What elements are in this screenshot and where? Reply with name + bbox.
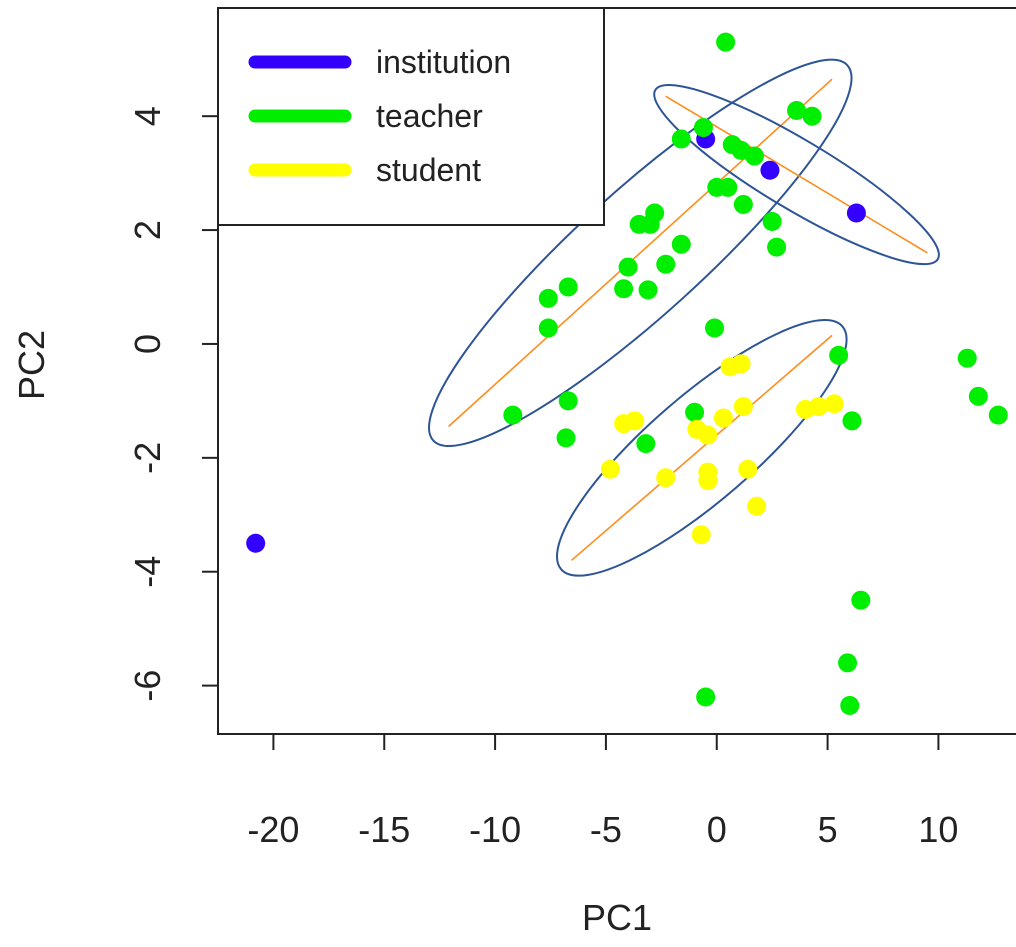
teacher-point: [851, 590, 871, 610]
y-tick-label: 0: [127, 334, 168, 354]
x-tick-label: 10: [918, 809, 958, 850]
teacher-point: [829, 345, 849, 365]
teacher-point: [538, 318, 558, 338]
institution-point: [760, 160, 780, 180]
ellipse-major-axis-1: [447, 78, 833, 428]
legend-label-institution: institution: [376, 44, 511, 80]
y-axis-title: PC2: [11, 330, 52, 400]
student-point: [600, 459, 620, 479]
student-point: [824, 394, 844, 414]
x-tick-label: -15: [358, 809, 410, 850]
teacher-point: [744, 146, 764, 166]
y-tick-label: -4: [127, 556, 168, 588]
teacher-point: [767, 237, 787, 257]
teacher-point: [762, 212, 782, 232]
x-tick-label: 0: [707, 809, 727, 850]
teacher-point: [705, 318, 725, 338]
teacher-point: [988, 405, 1008, 425]
confidence-ellipse-2: [653, 84, 940, 266]
legend-label-student: student: [376, 152, 481, 188]
teacher-point: [558, 391, 578, 411]
ellipse-major-axis-3: [571, 334, 833, 561]
student-point: [747, 496, 767, 516]
teacher-point: [968, 386, 988, 406]
teacher-point: [802, 106, 822, 126]
confidence-ellipse-3: [556, 319, 848, 577]
y-tick-label: 4: [127, 106, 168, 126]
plot-border: [217, 7, 1016, 735]
x-tick-label: -20: [247, 809, 299, 850]
teacher-point: [614, 279, 634, 299]
x-tick-label: 5: [818, 809, 838, 850]
student-point: [625, 411, 645, 431]
teacher-point: [787, 100, 807, 120]
teacher-point: [618, 257, 638, 277]
teacher-point: [840, 696, 860, 716]
y-tick-label: 2: [127, 220, 168, 240]
teacher-point: [638, 280, 658, 300]
y-tick-label: -2: [127, 442, 168, 474]
student-point: [809, 397, 829, 417]
teacher-point: [838, 653, 858, 673]
institution-point: [246, 533, 266, 553]
student-point: [731, 354, 751, 374]
teacher-point: [671, 129, 691, 149]
y-tick-label: -6: [127, 670, 168, 702]
student-point: [738, 459, 758, 479]
teacher-point: [636, 434, 656, 454]
teacher-point: [640, 214, 660, 234]
student-point: [698, 425, 718, 445]
teacher-point: [503, 405, 523, 425]
x-tick-label: -10: [469, 809, 521, 850]
teacher-point: [733, 194, 753, 214]
teacher-point: [842, 411, 862, 431]
teacher-point: [656, 254, 676, 274]
student-point: [698, 471, 718, 491]
plot-frame: [217, 7, 1016, 735]
teacher-point: [538, 288, 558, 308]
student-point: [656, 468, 676, 488]
teacher-point: [556, 428, 576, 448]
teacher-point: [558, 277, 578, 297]
teacher-point: [696, 687, 716, 707]
teacher-point: [671, 234, 691, 254]
x-axis-title: PC1: [582, 897, 652, 938]
student-point: [691, 525, 711, 545]
teacher-point: [685, 402, 705, 422]
teacher-point: [716, 32, 736, 52]
institution-point: [846, 203, 866, 223]
points-layer: [246, 32, 1008, 716]
legend: institution teacher student: [217, 7, 605, 226]
legend-label-teacher: teacher: [376, 98, 483, 134]
teacher-point: [693, 118, 713, 138]
student-point: [733, 397, 753, 417]
x-tick-label: -5: [590, 809, 622, 850]
student-point: [713, 408, 733, 428]
teacher-point: [718, 177, 738, 197]
teacher-point: [957, 348, 977, 368]
